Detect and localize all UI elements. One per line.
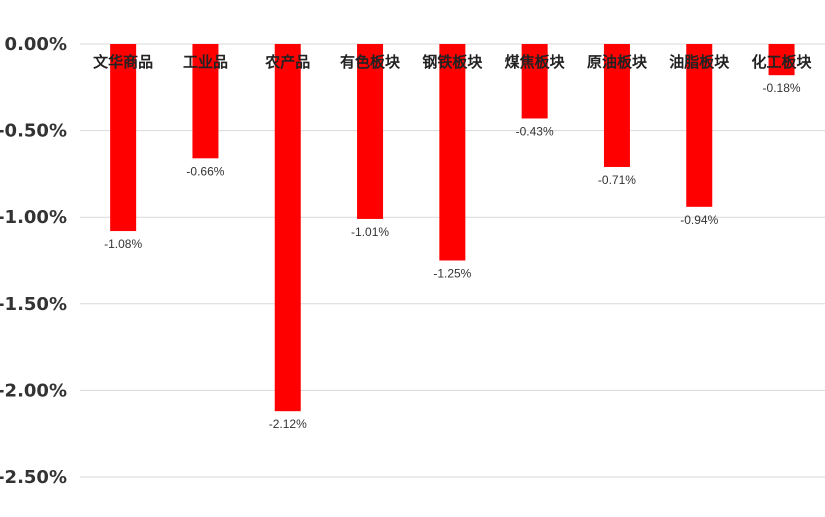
category-label: 化工板块 [752, 53, 813, 71]
category-label: 农产品 [264, 53, 310, 71]
y-tick-label: -1.50% [0, 294, 67, 315]
data-label: -0.66% [186, 164, 224, 178]
data-label: -1.08% [104, 237, 142, 251]
y-tick-label: -0.50% [0, 121, 67, 142]
bar [439, 44, 466, 261]
category-label: 工业品 [183, 53, 228, 71]
data-label: -2.12% [269, 417, 307, 431]
category-label: 钢铁板块 [422, 53, 483, 71]
data-label: -0.18% [763, 81, 801, 95]
category-label: 煤焦板块 [505, 53, 566, 71]
bar [110, 44, 137, 232]
y-tick-label: 0.00% [5, 34, 67, 55]
bar [192, 44, 219, 159]
category-labels: 文华商品 工业品 农产品 有色板块 钢铁板块 煤焦板块 原油板块 油脂板块 化工板块 [93, 53, 812, 71]
category-label: 有色板块 [340, 53, 401, 71]
data-label: -0.94% [680, 213, 718, 227]
bar [274, 44, 301, 412]
bars [110, 44, 795, 412]
y-tick-label: -2.50% [0, 467, 67, 488]
bar [603, 44, 630, 167]
data-label: -0.71% [598, 173, 636, 187]
data-label: -1.25% [433, 267, 471, 281]
bar [768, 44, 795, 76]
y-axis-tick-labels: 0.00% -0.50% -1.00% -1.50% -2.00% -2.50% [0, 34, 67, 488]
data-label: -0.43% [516, 124, 554, 138]
y-tick-label: -2.00% [0, 380, 67, 401]
category-label: 油脂板块 [669, 53, 730, 71]
bar [357, 44, 384, 219]
y-tick-label: -1.00% [0, 207, 67, 228]
bar [521, 44, 548, 119]
data-labels: -1.08% -0.66% -2.12% -1.01% -1.25% -0.43% -0.7… [104, 81, 801, 431]
bar [686, 44, 713, 207]
category-label: 原油板块 [587, 53, 648, 71]
category-label: 文华商品 [93, 53, 153, 71]
data-label: -1.01% [351, 225, 389, 239]
